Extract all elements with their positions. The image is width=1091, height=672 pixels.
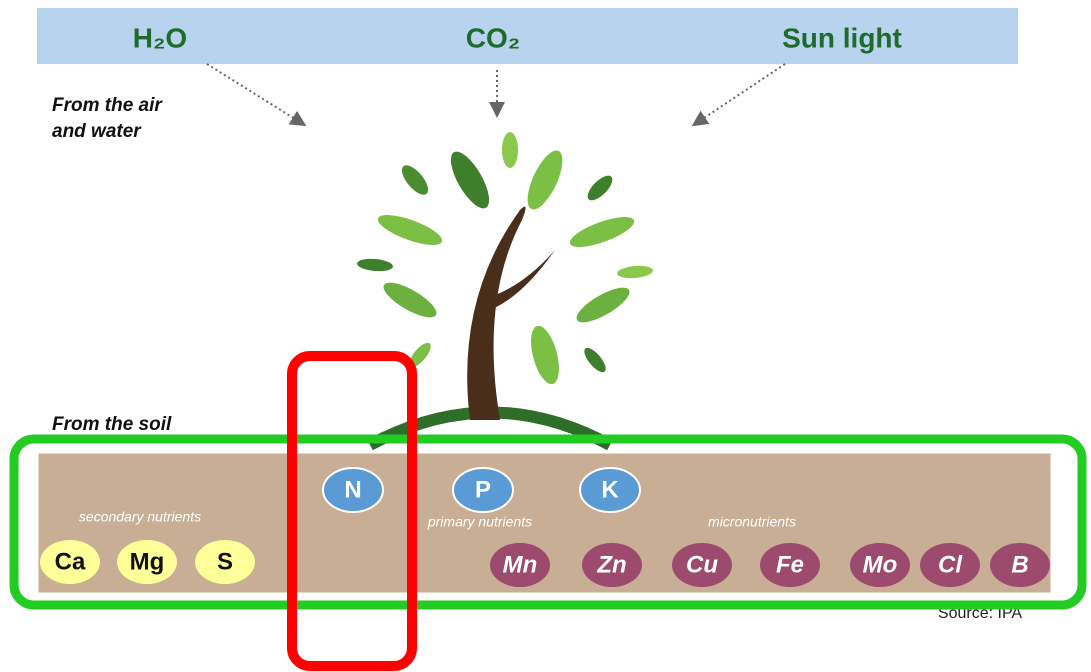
- tree: [357, 132, 654, 445]
- nutrient-label: Cl: [938, 551, 963, 578]
- nutrient-label: B: [1011, 551, 1028, 578]
- group-label: secondary nutrients: [79, 509, 201, 525]
- nutrient-label: Fe: [776, 551, 804, 578]
- sunlight-label: Sun light: [782, 22, 902, 53]
- nutrient-label: P: [475, 476, 491, 503]
- soil-label: From the soil: [52, 414, 172, 435]
- air-label: From the air: [52, 95, 163, 116]
- nutrient-label: Zn: [596, 551, 626, 578]
- nutrient-label: Ca: [55, 548, 86, 575]
- diagram: H₂O CO₂ Sun light From the air and water: [0, 0, 1091, 672]
- co2-label: CO₂: [466, 22, 520, 53]
- arrows: [207, 64, 785, 124]
- water-label: H₂O: [133, 22, 187, 53]
- nutrient-label: N: [344, 476, 361, 503]
- nutrient-label: Mg: [130, 548, 165, 575]
- nutrient-label: Mn: [503, 551, 538, 578]
- group-label: primary nutrients: [427, 514, 532, 530]
- nutrient-label: S: [217, 548, 233, 575]
- air-label: and water: [52, 121, 142, 142]
- group-label: micronutrients: [708, 514, 796, 530]
- nutrient-label: K: [601, 476, 619, 503]
- nutrient-label: Mo: [863, 551, 898, 578]
- nutrient-label: Cu: [686, 551, 718, 578]
